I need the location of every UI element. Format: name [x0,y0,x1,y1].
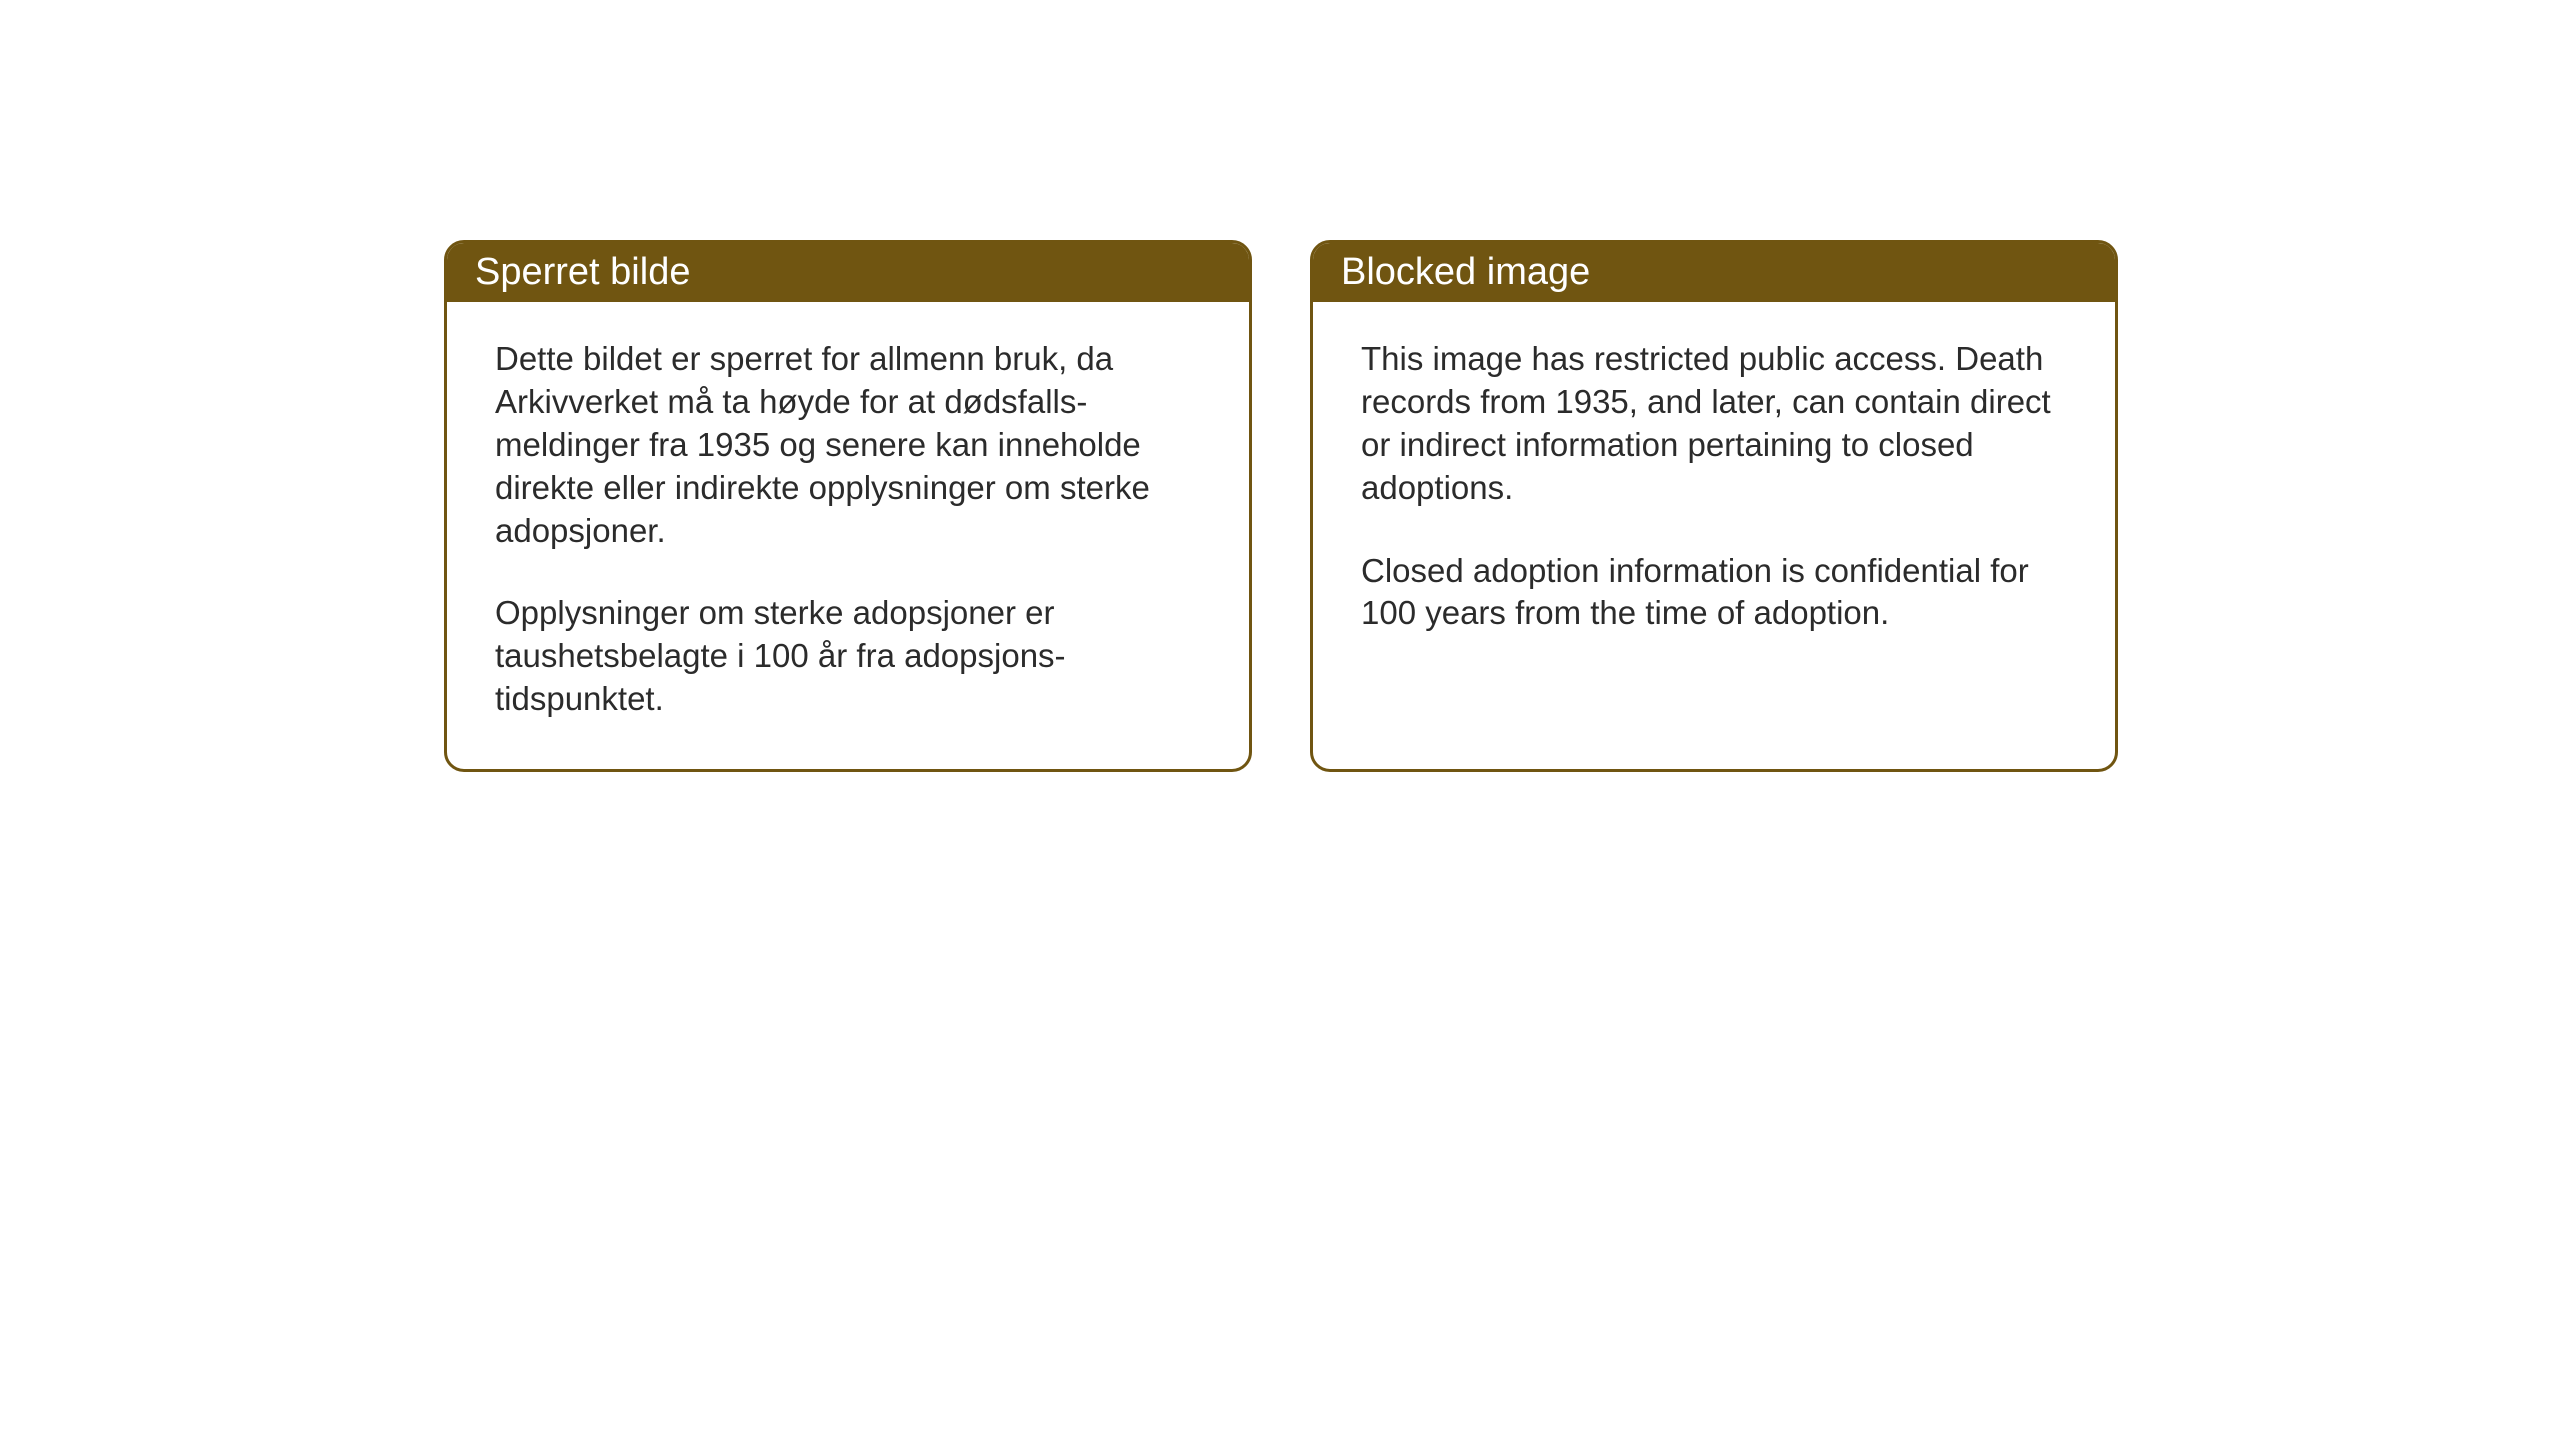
card-body-norwegian: Dette bildet er sperret for allmenn bruk… [447,302,1249,769]
card-body-english: This image has restricted public access.… [1313,302,2115,722]
card-paragraph-norwegian-2: Opplysninger om sterke adopsjoner er tau… [495,592,1201,721]
card-paragraph-norwegian-1: Dette bildet er sperret for allmenn bruk… [495,338,1201,552]
card-norwegian: Sperret bilde Dette bildet er sperret fo… [444,240,1252,772]
card-english: Blocked image This image has restricted … [1310,240,2118,772]
card-paragraph-english-2: Closed adoption information is confident… [1361,550,2067,636]
card-paragraph-english-1: This image has restricted public access.… [1361,338,2067,510]
card-header-english: Blocked image [1313,243,2115,302]
cards-container: Sperret bilde Dette bildet er sperret fo… [444,240,2118,772]
card-header-norwegian: Sperret bilde [447,243,1249,302]
